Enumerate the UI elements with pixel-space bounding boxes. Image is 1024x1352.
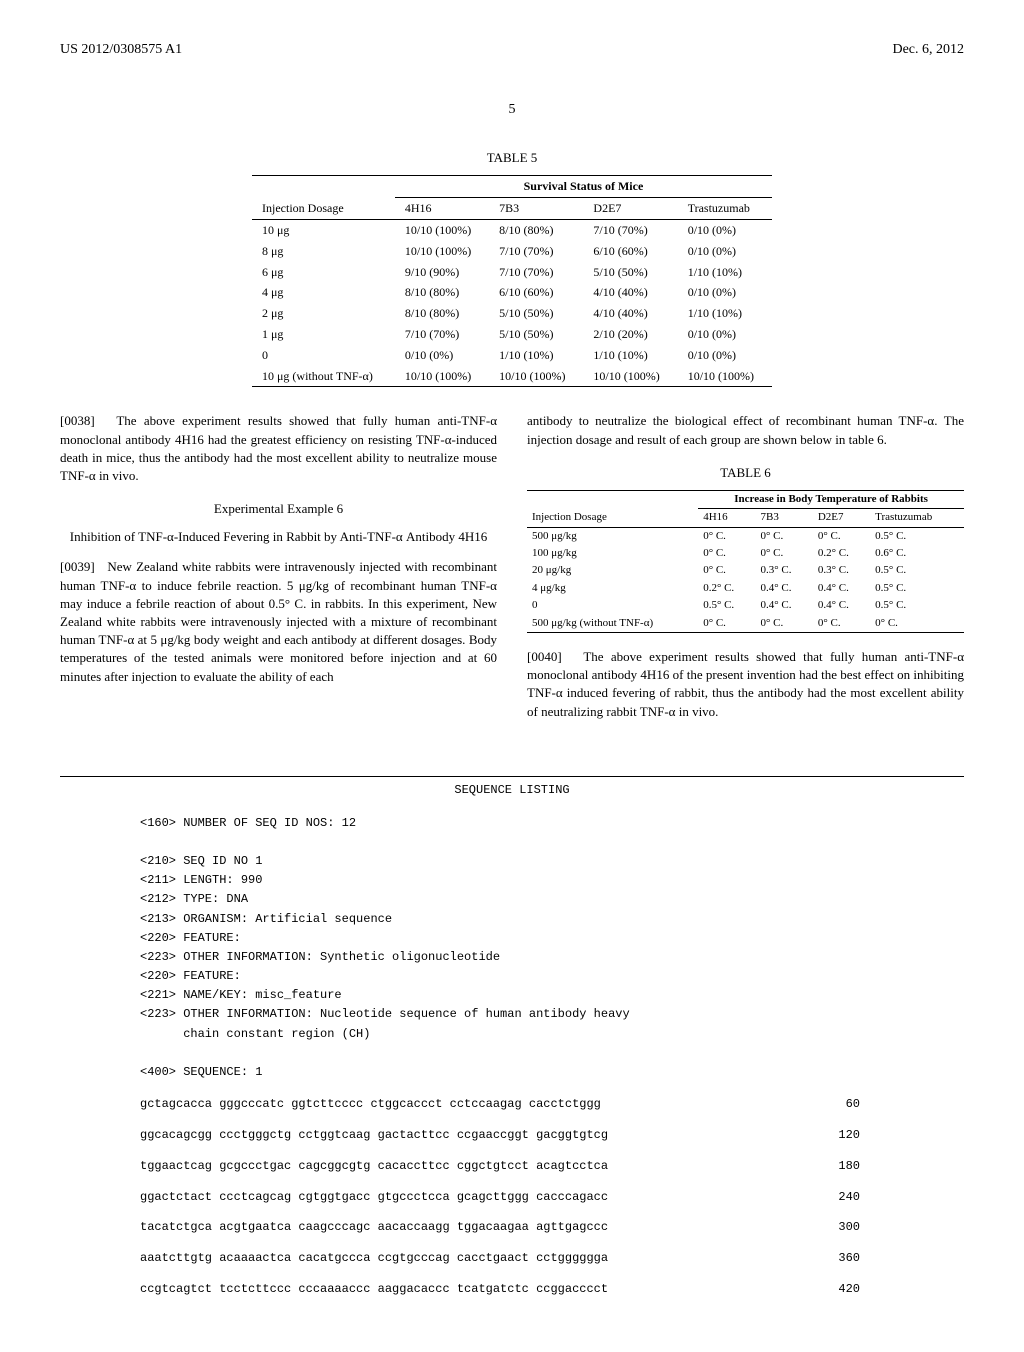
table6: Increase in Body Temperature of Rabbits … — [527, 490, 964, 633]
sequence-row: gctagcacca gggcccatc ggtcttcccc ctggcacc… — [140, 1096, 860, 1113]
sequence-row: ccgtcagtct tcctcttccc cccaaaaccc aaggaca… — [140, 1281, 860, 1298]
patent-date: Dec. 6, 2012 — [892, 40, 964, 60]
sequence-section: SEQUENCE LISTING <160> NUMBER OF SEQ ID … — [60, 776, 964, 1298]
table-row: 00.5° C.0.4° C.0.4° C.0.5° C. — [527, 597, 964, 614]
left-column: [0038] The above experiment results show… — [60, 412, 497, 735]
table5-group-header: Survival Status of Mice — [395, 176, 772, 198]
page-header: US 2012/0308575 A1 Dec. 6, 2012 — [60, 40, 964, 60]
table-row: 10 μg10/10 (100%)8/10 (80%)7/10 (70%)0/1… — [252, 219, 772, 240]
example-title: Experimental Example 6 — [60, 500, 497, 518]
table-row: 20 μg/kg0° C.0.3° C.0.3° C.0.5° C. — [527, 562, 964, 579]
para-number: [0038] — [60, 413, 95, 428]
para-number: [0040] — [527, 649, 562, 664]
example-subtitle: Inhibition of TNF-α-Induced Fevering in … — [60, 528, 497, 546]
table-row: 2 μg8/10 (80%)5/10 (50%)4/10 (40%)1/10 (… — [252, 303, 772, 324]
sequence-row: aaatcttgtg acaaaactca cacatgccca ccgtgcc… — [140, 1250, 860, 1267]
para-0038: [0038] The above experiment results show… — [60, 412, 497, 485]
table6-group-header: Increase in Body Temperature of Rabbits — [698, 490, 964, 508]
para-cont: antibody to neutralize the biological ef… — [527, 412, 964, 448]
patent-number: US 2012/0308575 A1 — [60, 40, 182, 60]
sequence-metadata: <160> NUMBER OF SEQ ID NOS: 12 <210> SEQ… — [140, 814, 964, 1083]
table-row: 1 μg7/10 (70%)5/10 (50%)2/10 (20%)0/10 (… — [252, 324, 772, 345]
sequence-row: tacatctgca acgtgaatca caagcccagc aacacca… — [140, 1219, 860, 1236]
table-header: Trastuzumab — [678, 198, 772, 220]
table-row: 100 μg/kg0° C.0° C.0.2° C.0.6° C. — [527, 545, 964, 562]
table-header: D2E7 — [813, 509, 870, 527]
table-row: 500 μg/kg (without TNF-α)0° C.0° C.0° C.… — [527, 615, 964, 633]
table-row: 4 μg8/10 (80%)6/10 (60%)4/10 (40%)0/10 (… — [252, 282, 772, 303]
table-row: 500 μg/kg0° C.0° C.0° C.0.5° C. — [527, 527, 964, 545]
table-row: 4 μg/kg0.2° C.0.4° C.0.4° C.0.5° C. — [527, 580, 964, 597]
table6-label: TABLE 6 — [527, 464, 964, 482]
sequence-row: ggactctact ccctcagcag cgtggtgacc gtgccct… — [140, 1189, 860, 1206]
table-header: 4H16 — [395, 198, 489, 220]
para-number: [0039] — [60, 559, 95, 574]
right-column: antibody to neutralize the biological ef… — [527, 412, 964, 735]
table-header: Injection Dosage — [527, 509, 698, 527]
table-row: 10 μg (without TNF-α)10/10 (100%)10/10 (… — [252, 366, 772, 387]
sequence-title: SEQUENCE LISTING — [60, 782, 964, 799]
table5-label: TABLE 5 — [60, 149, 964, 167]
table-header: Injection Dosage — [252, 198, 395, 220]
para-0040: [0040] The above experiment results show… — [527, 648, 964, 721]
table5: Survival Status of Mice Injection Dosage… — [252, 175, 772, 387]
para-0039: [0039] New Zealand white rabbits were in… — [60, 558, 497, 685]
page-number: 5 — [60, 100, 964, 120]
table-header: 4H16 — [698, 509, 755, 527]
table-row: 8 μg10/10 (100%)7/10 (70%)6/10 (60%)0/10… — [252, 241, 772, 262]
table-row: 6 μg9/10 (90%)7/10 (70%)5/10 (50%)1/10 (… — [252, 262, 772, 283]
table-header: 7B3 — [756, 509, 813, 527]
sequence-row: ggcacagcgg ccctgggctg cctggtcaag gactact… — [140, 1127, 860, 1144]
table-row: 00/10 (0%)1/10 (10%)1/10 (10%)0/10 (0%) — [252, 345, 772, 366]
table-header: 7B3 — [489, 198, 583, 220]
table-header: Trastuzumab — [870, 509, 964, 527]
sequence-row: tggaactcag gcgccctgac cagcggcgtg cacacct… — [140, 1158, 860, 1175]
table-header: D2E7 — [583, 198, 677, 220]
